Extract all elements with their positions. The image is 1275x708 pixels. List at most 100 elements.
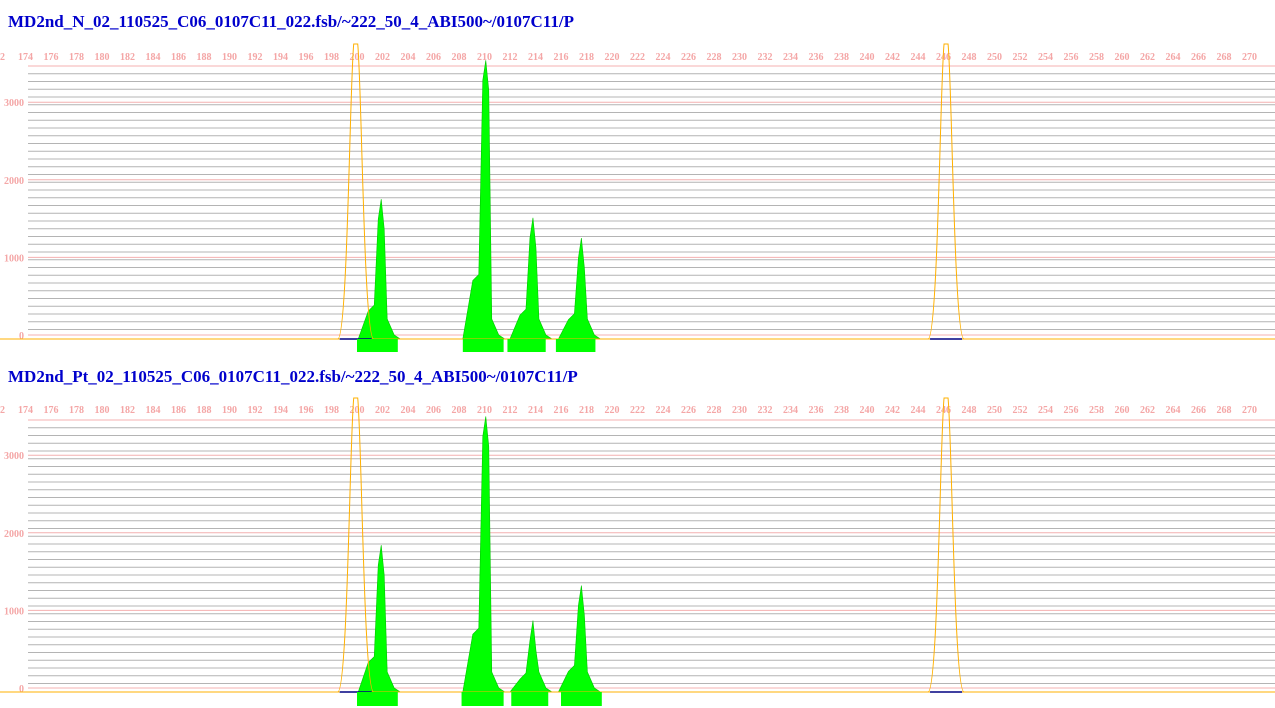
x-tick-label: 192 — [248, 52, 263, 63]
x-tick-label: 226 — [681, 405, 696, 416]
x-tick-label: 176 — [44, 405, 59, 416]
x-tick-label: 266 — [1191, 405, 1206, 416]
allele-bin-bar — [561, 692, 602, 706]
x-tick-label: 188 — [197, 405, 212, 416]
allele-peak — [357, 199, 402, 340]
x-tick-label: 260 — [1115, 405, 1130, 416]
x-tick-label: 198 — [324, 52, 339, 63]
x-tick-label: 208 — [452, 52, 467, 63]
allele-bin-bar — [462, 339, 504, 352]
x-tick-label: 254 — [1038, 52, 1053, 63]
x-tick-label: 218 — [579, 405, 594, 416]
x-tick-label: 206 — [426, 405, 441, 416]
x-tick-label: 212 — [503, 52, 518, 63]
x-tick-label: 174 — [18, 405, 33, 416]
x-tick-label: 186 — [171, 52, 186, 63]
x-tick-label: 184 — [146, 52, 161, 63]
x-tick-label: 216 — [554, 405, 569, 416]
allele-peak — [462, 416, 506, 693]
x-tick-label: 234 — [783, 405, 798, 416]
x-tick-label: 236 — [809, 405, 824, 416]
allele-peak — [357, 545, 402, 693]
allele-peak — [509, 620, 553, 693]
allele-peak — [557, 585, 602, 693]
allele-peak — [557, 237, 602, 340]
x-tick-label: 72 — [0, 405, 5, 416]
x-tick-label: 210 — [477, 405, 492, 416]
x-tick-label: 234 — [783, 52, 798, 63]
size-standard-peak — [337, 43, 375, 340]
x-tick-label: 174 — [18, 52, 33, 63]
x-tick-label: 180 — [95, 405, 110, 416]
x-tick-label: 268 — [1217, 405, 1232, 416]
x-tick-label: 206 — [426, 52, 441, 63]
x-tick-label: 218 — [579, 52, 594, 63]
x-tick-label: 242 — [885, 405, 900, 416]
x-tick-label: 208 — [452, 405, 467, 416]
x-tick-label: 268 — [1217, 52, 1232, 63]
x-tick-label: 196 — [299, 52, 314, 63]
x-tick-label: 232 — [758, 405, 773, 416]
x-tick-label: 222 — [630, 52, 645, 63]
y-tick-label: 2000 — [4, 529, 24, 540]
x-tick-label: 256 — [1064, 405, 1079, 416]
x-tick-label: 260 — [1115, 52, 1130, 63]
x-tick-label: 190 — [222, 52, 237, 63]
x-tick-label: 232 — [758, 52, 773, 63]
x-tick-label: 220 — [605, 52, 620, 63]
x-tick-label: 250 — [987, 405, 1002, 416]
x-tick-label: 226 — [681, 52, 696, 63]
x-tick-label: 264 — [1166, 405, 1181, 416]
y-tick-label: 3000 — [4, 98, 24, 109]
x-tick-label: 178 — [69, 405, 84, 416]
x-tick-label: 194 — [273, 405, 288, 416]
x-tick-label: 214 — [528, 405, 543, 416]
x-tick-label: 240 — [860, 405, 875, 416]
x-tick-label: 178 — [69, 52, 84, 63]
x-tick-label: 244 — [911, 52, 926, 63]
x-tick-label: 258 — [1089, 405, 1104, 416]
x-tick-label: 242 — [885, 52, 900, 63]
x-tick-label: 198 — [324, 405, 339, 416]
x-tick-label: 270 — [1242, 405, 1257, 416]
x-tick-label: 252 — [1013, 405, 1028, 416]
x-tick-label: 230 — [732, 405, 747, 416]
x-tick-label: 222 — [630, 405, 645, 416]
y-tick-label: 1000 — [4, 253, 24, 264]
allele-bin-bar — [357, 692, 398, 706]
x-tick-label: 238 — [834, 405, 849, 416]
x-tick-label: 258 — [1089, 52, 1104, 63]
x-tick-label: 186 — [171, 405, 186, 416]
x-tick-label: 176 — [44, 52, 59, 63]
x-tick-label: 256 — [1064, 52, 1079, 63]
size-standard-peak — [927, 397, 965, 693]
x-tick-label: 184 — [146, 405, 161, 416]
y-tick-label: 0 — [19, 331, 24, 342]
x-tick-label: 180 — [95, 52, 110, 63]
x-tick-label: 264 — [1166, 52, 1181, 63]
x-tick-label: 202 — [375, 52, 390, 63]
allele-bin-bar — [461, 692, 504, 706]
x-tick-label: 270 — [1242, 52, 1257, 63]
allele-bin-bar — [507, 339, 546, 352]
y-tick-label: 2000 — [4, 176, 24, 187]
x-tick-label: 248 — [962, 52, 977, 63]
x-tick-label: 194 — [273, 52, 288, 63]
x-tick-label: 266 — [1191, 52, 1206, 63]
x-tick-label: 262 — [1140, 52, 1155, 63]
x-tick-label: 188 — [197, 52, 212, 63]
x-tick-label: 214 — [528, 52, 543, 63]
x-tick-label: 204 — [401, 52, 416, 63]
size-standard-peak — [927, 43, 965, 340]
y-tick-label: 0 — [19, 684, 24, 695]
x-tick-label: 210 — [477, 52, 492, 63]
x-tick-label: 72 — [0, 52, 5, 63]
x-tick-label: 216 — [554, 52, 569, 63]
x-tick-label: 182 — [120, 405, 135, 416]
x-tick-label: 192 — [248, 405, 263, 416]
x-tick-label: 224 — [656, 405, 671, 416]
allele-peak — [509, 217, 553, 340]
x-tick-label: 190 — [222, 405, 237, 416]
x-tick-label: 230 — [732, 52, 747, 63]
